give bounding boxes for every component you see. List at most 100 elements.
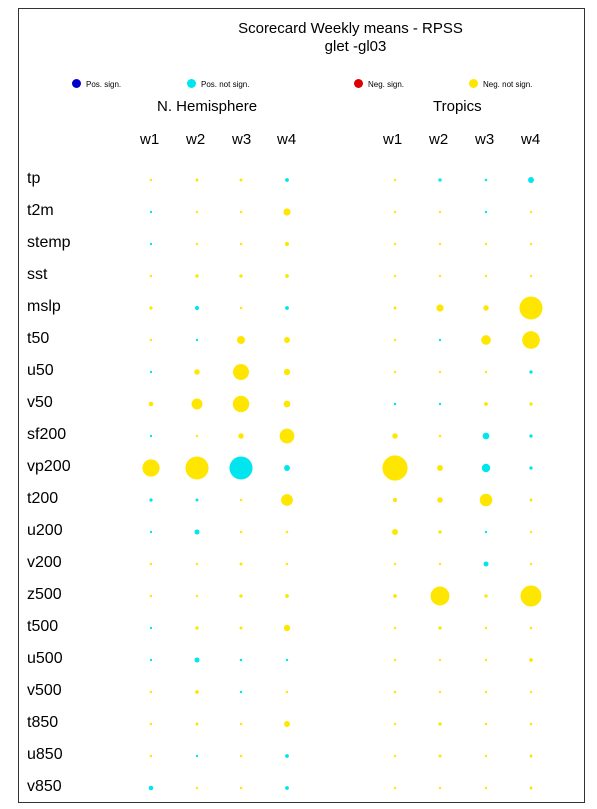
dot-tropics-v200-w1 [393,562,397,566]
dot-nh-v200-w3 [239,562,243,566]
dot-nh-t2m-w2 [195,210,199,214]
dot-tropics-t2m-w1 [393,210,397,214]
dot-nh-t850-w3 [239,722,243,726]
row-label-v50: v50 [27,394,53,411]
dot-nh-t2m-w1 [149,210,153,214]
dot-nh-v50-w3 [232,395,250,413]
dot-tropics-v200-w3 [483,561,489,567]
dot-nh-v500-w2 [195,690,199,694]
dot-nh-sst-w1 [149,274,153,278]
dot-nh-tp-w3 [239,178,243,182]
row-label-vp200: vp200 [27,458,71,475]
dot-tropics-v850-w2 [438,786,442,790]
dot-nh-v500-w1 [149,690,153,694]
dot-tropics-u850-w3 [484,754,488,758]
row-label-z500: z500 [27,586,62,603]
week-label-tr-1: w1 [383,131,403,148]
dot-tropics-t200-w2 [437,497,443,503]
dot-tropics-vp200-w4 [529,466,533,470]
dot-tropics-t850-w2 [438,722,442,726]
legend-dot-pos-sign [72,79,81,88]
dot-tropics-vp200-w3 [481,463,491,473]
dot-nh-t50-w4 [284,337,290,343]
dot-tropics-u50-w2 [438,370,442,374]
dot-tropics-stemp-w2 [438,242,442,246]
dot-tropics-z500-w3 [484,594,488,598]
dot-nh-vp200-w1 [142,459,160,477]
dot-tropics-vp200-w1 [382,455,408,481]
week-label-tr-2: w2 [429,131,449,148]
legend-label-neg-not-sign: Neg. not sign. [483,80,533,89]
dot-tropics-t50-w3 [481,335,491,345]
dot-tropics-sst-w2 [438,274,442,278]
dot-nh-u200-w4 [285,530,289,534]
dot-tropics-u850-w1 [393,754,397,758]
dot-nh-u850-w3 [239,754,243,758]
dot-tropics-stemp-w1 [393,242,397,246]
dot-tropics-mslp-w2 [436,304,444,312]
dot-tropics-sf200-w1 [392,433,398,439]
row-label-v500: v500 [27,682,62,699]
row-label-u850: u850 [27,746,63,763]
dot-nh-sst-w3 [239,274,243,278]
dot-tropics-t200-w4 [529,498,533,502]
dot-nh-u500-w1 [149,658,153,662]
dot-tropics-z500-w4 [520,585,542,607]
dot-nh-t500-w1 [149,626,153,630]
dot-nh-vp200-w3 [229,456,253,480]
legend-label-pos-not-sign: Pos. not sign. [201,80,250,89]
dot-nh-tp-w1 [149,178,153,182]
dot-nh-v200-w2 [195,562,199,566]
dot-nh-u500-w3 [239,658,243,662]
dot-nh-z500-w1 [149,594,153,598]
dot-nh-vp200-w4 [284,465,290,471]
dot-nh-stemp-w1 [149,242,153,246]
dot-nh-mslp-w4 [285,306,289,310]
dot-nh-v50-w2 [191,398,203,410]
chart-subtitle: glet -gl03 [324,38,387,55]
dot-tropics-u500-w1 [393,658,397,662]
row-label-u200: u200 [27,522,63,539]
row-label-t500: t500 [27,618,59,635]
dot-nh-v500-w3 [239,690,243,694]
dot-tropics-vp200-w2 [437,465,443,471]
plot-frame [18,8,585,803]
dot-nh-u200-w2 [194,529,200,535]
dot-nh-v850-w1 [148,785,154,791]
row-label-t2m: t2m [27,202,54,219]
dot-tropics-mslp-w3 [483,305,489,311]
week-label-nh-1: w1 [140,131,160,148]
dot-nh-v200-w4 [285,562,289,566]
dot-tropics-v850-w4 [529,786,533,790]
dot-tropics-u200-w2 [438,530,442,534]
dot-tropics-v200-w4 [529,562,533,566]
dot-nh-sf200-w2 [195,434,199,438]
dot-nh-u200-w3 [239,530,243,534]
dot-nh-t2m-w3 [239,210,243,214]
dot-tropics-v50-w1 [393,402,397,406]
dot-nh-u500-w2 [194,657,200,663]
dot-nh-v50-w4 [283,400,291,408]
dot-nh-t200-w2 [195,498,199,502]
dot-nh-v850-w2 [195,786,199,790]
dot-tropics-t50-w4 [522,331,540,349]
panel-title-nh: N. Hemisphere [157,98,258,115]
row-label-u50: u50 [27,362,54,379]
legend-label-pos-sign: Pos. sign. [86,80,122,89]
dot-tropics-v50-w3 [484,402,488,406]
dot-nh-mslp-w3 [239,306,243,310]
row-label-t200: t200 [27,490,59,507]
dot-tropics-z500-w1 [393,594,397,598]
dot-tropics-sf200-w3 [482,432,490,440]
dot-nh-vp200-w2 [185,456,209,480]
dot-nh-z500-w2 [195,594,199,598]
dot-tropics-u500-w2 [438,658,442,662]
row-label-sf200: sf200 [27,426,67,443]
dot-tropics-t2m-w4 [529,210,533,214]
dot-tropics-mslp-w4 [519,296,543,320]
dot-tropics-t2m-w3 [484,210,488,214]
row-label-v850: v850 [27,778,62,795]
dot-tropics-u200-w3 [484,530,488,534]
row-label-stemp: stemp [27,234,71,251]
